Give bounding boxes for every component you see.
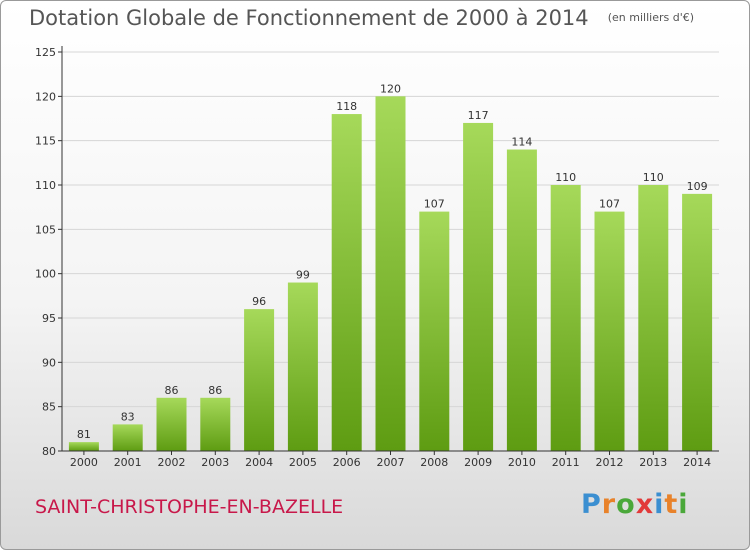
logo-letter: i (678, 489, 689, 520)
chart-title-block: Dotation Globale de Fonctionnement de 20… (29, 6, 694, 30)
bar (287, 282, 318, 451)
bar-value-label: 86 (208, 384, 222, 397)
x-tick-label: 2010 (508, 456, 536, 469)
bar-value-label: 114 (511, 136, 532, 149)
bar-value-label: 109 (687, 180, 708, 193)
bar (550, 185, 581, 451)
bar-value-label: 99 (296, 269, 310, 282)
x-tick-label: 2001 (114, 456, 142, 469)
logo-letter: P (581, 489, 602, 520)
bar-value-label: 117 (468, 109, 489, 122)
bar (68, 442, 99, 451)
bar-value-label: 107 (424, 198, 445, 211)
y-tick-label: 85 (42, 401, 56, 414)
x-tick-label: 2008 (420, 456, 448, 469)
x-tick-label: 2004 (245, 456, 273, 469)
bar-value-label: 110 (555, 171, 576, 184)
x-tick-label: 2013 (639, 456, 667, 469)
y-tick-label: 95 (42, 312, 56, 325)
bar (244, 309, 275, 451)
bar-value-label: 118 (336, 100, 357, 113)
x-tick-label: 2007 (377, 456, 405, 469)
logo-letter: o (616, 489, 636, 520)
bar-value-label: 83 (121, 410, 135, 423)
unit-label: (en milliers d'€) (607, 11, 695, 24)
y-tick-label: 80 (42, 445, 56, 458)
bar (506, 149, 537, 452)
x-tick-label: 2006 (333, 456, 361, 469)
x-tick-label: 2014 (683, 456, 711, 469)
y-tick-label: 100 (35, 268, 56, 281)
chart-title: Dotation Globale de Fonctionnement de 20… (29, 6, 589, 30)
x-tick-label: 2009 (464, 456, 492, 469)
bar (156, 397, 187, 451)
x-tick-label: 2000 (70, 456, 98, 469)
x-tick-label: 2011 (552, 456, 580, 469)
proxiti-logo: Proxiti (581, 489, 689, 520)
logo-letter: t (664, 489, 679, 520)
bar (375, 96, 406, 451)
bar-value-label: 86 (165, 384, 179, 397)
logo-letter: i (654, 489, 665, 520)
x-tick-label: 2002 (158, 456, 186, 469)
bar-value-label: 96 (252, 295, 266, 308)
bar (638, 185, 669, 451)
logo-letter: x (635, 489, 655, 520)
logo-letter: r (601, 489, 617, 520)
y-tick-label: 120 (35, 90, 56, 103)
x-tick-label: 2012 (596, 456, 624, 469)
bar (112, 424, 143, 451)
y-tick-label: 115 (35, 135, 56, 148)
commune-name: SAINT-CHRISTOPHE-EN-BAZELLE (35, 496, 344, 518)
bar (200, 397, 231, 451)
bar-value-label: 120 (380, 82, 401, 95)
bar (682, 193, 713, 451)
y-tick-label: 125 (35, 46, 56, 59)
x-tick-label: 2003 (201, 456, 229, 469)
y-tick-label: 110 (35, 179, 56, 192)
bar (463, 122, 494, 451)
y-tick-label: 90 (42, 356, 56, 369)
x-tick-label: 2005 (289, 456, 317, 469)
bar-value-label: 81 (77, 428, 91, 441)
bar-value-label: 110 (643, 171, 664, 184)
y-tick-label: 105 (35, 223, 56, 236)
bar-value-label: 107 (599, 198, 620, 211)
bar (331, 114, 362, 452)
bar (419, 211, 450, 451)
bar (594, 211, 625, 451)
